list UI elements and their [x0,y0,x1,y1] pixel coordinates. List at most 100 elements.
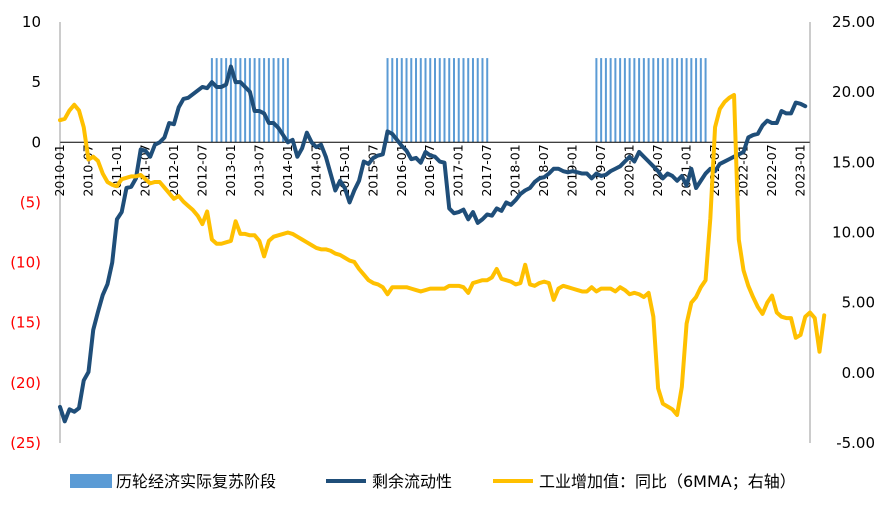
recovery-bar [633,58,636,143]
recovery-bar [239,58,242,143]
series-lines [58,64,827,424]
x-tick-label: 2018-01 [508,144,523,196]
left-tick-label: (5) [20,193,41,211]
x-tick-label: 2013-01 [223,144,238,196]
recovery-bar [614,58,617,143]
recovery-bar [695,58,698,143]
recovery-bar [685,58,688,143]
recovery-bar [657,58,660,143]
left-tick-label: 0 [31,133,41,151]
right-tick-label: 10.00 [832,224,875,242]
right-axis-ticks: 25.00 20.00 15.00 10.00 5.00 0.00 -5.00 [832,13,875,452]
recovery-bar [419,58,422,143]
series-line-liquidity [58,64,808,424]
recovery-bar [638,58,641,143]
recovery-bar [267,58,270,143]
x-tick-label: 2013-07 [251,144,266,196]
recovery-bar [699,58,702,143]
x-tick-label: 2022-07 [764,144,779,196]
right-tick-label: 15.00 [832,153,875,171]
recovery-bar [623,58,626,143]
legend: 历轮经济实际复苏阶段 剩余流动性 工业增加值：同比（6MMA；右轴） [70,472,796,491]
recovery-bar [225,58,228,143]
left-tick-label: (10) [10,254,41,272]
legend-swatch-bar [70,474,112,488]
recovery-bar [609,58,612,143]
recovery-bar [457,58,460,143]
legend-label: 工业增加值：同比（6MMA；右轴） [539,472,796,491]
recovery-bar [476,58,479,143]
recovery-bar [424,58,427,143]
x-tick-label: 2023-01 [793,144,808,196]
recovery-bar [400,58,403,143]
left-axis-ticks: 10 5 0 (5) (10) (15) (20) (25) [10,13,41,452]
right-tick-label: 5.00 [842,294,875,312]
recovery-bar [471,58,474,143]
x-tick-label: 2015-07 [365,144,380,196]
x-tick-label: 2019-07 [593,144,608,196]
recovery-bar [272,58,275,143]
x-tick-label: 2020-01 [622,144,637,196]
recovery-bar [220,58,223,143]
recovery-bar [210,58,213,143]
right-tick-label: -5.00 [836,434,875,452]
left-tick-label: 5 [31,73,41,91]
recovery-bar [452,58,455,143]
x-tick-label: 2012-01 [166,144,181,196]
x-tick-label: 2010-01 [52,144,67,196]
recovery-bar [448,58,451,143]
x-tick-label: 2017-07 [479,144,494,196]
recovery-bar [642,58,645,143]
left-tick-label: (20) [10,374,41,392]
left-tick-label: (15) [10,314,41,332]
x-tick-label: 2011-01 [109,144,124,196]
recovery-bar [438,58,441,143]
recovery-bar [282,58,285,143]
recovery-bar [434,58,436,143]
recovery-bar [704,58,707,143]
recovery-bars [210,58,707,143]
recovery-bar [415,58,418,143]
recovery-bar [595,58,598,143]
left-tick-label: (25) [10,434,41,452]
recovery-bar [258,58,261,143]
left-tick-label: 10 [22,13,41,31]
recovery-bar [467,58,470,143]
recovery-bar [462,58,465,143]
x-tick-label: 2017-01 [451,144,466,196]
recovery-bar [253,58,256,143]
recovery-bar [661,58,664,143]
recovery-bar [619,58,622,143]
recovery-bar [229,58,232,143]
recovery-bar [680,58,683,143]
series-line-industrial [58,92,827,417]
recovery-bar [676,58,679,143]
right-tick-label: 20.00 [832,83,875,101]
recovery-bar [391,58,394,143]
x-tick-label: 2014-01 [280,144,295,196]
legend-label: 剩余流动性 [372,472,452,491]
x-tick-label: 2022-01 [736,144,751,196]
recovery-bar [600,58,603,143]
recovery-bar [286,58,289,143]
recovery-bar [690,58,693,143]
x-tick-label: 2018-07 [536,144,551,196]
recovery-bar [666,58,669,143]
recovery-bar [647,58,650,143]
recovery-bar [604,58,607,143]
recovery-bar [386,58,389,143]
recovery-bar [429,58,432,143]
x-tick-label: 2021-01 [679,144,694,196]
recovery-bar [277,58,280,143]
recovery-bar [481,58,484,143]
recovery-bar [396,58,399,143]
recovery-bar [234,58,237,143]
recovery-bar [443,58,446,143]
recovery-bar [405,58,408,143]
x-tick-label: 2014-07 [308,144,323,196]
legend-label: 历轮经济实际复苏阶段 [116,472,276,491]
recovery-bar [215,58,218,143]
recovery-bar [244,58,247,143]
recovery-bar [263,58,266,143]
